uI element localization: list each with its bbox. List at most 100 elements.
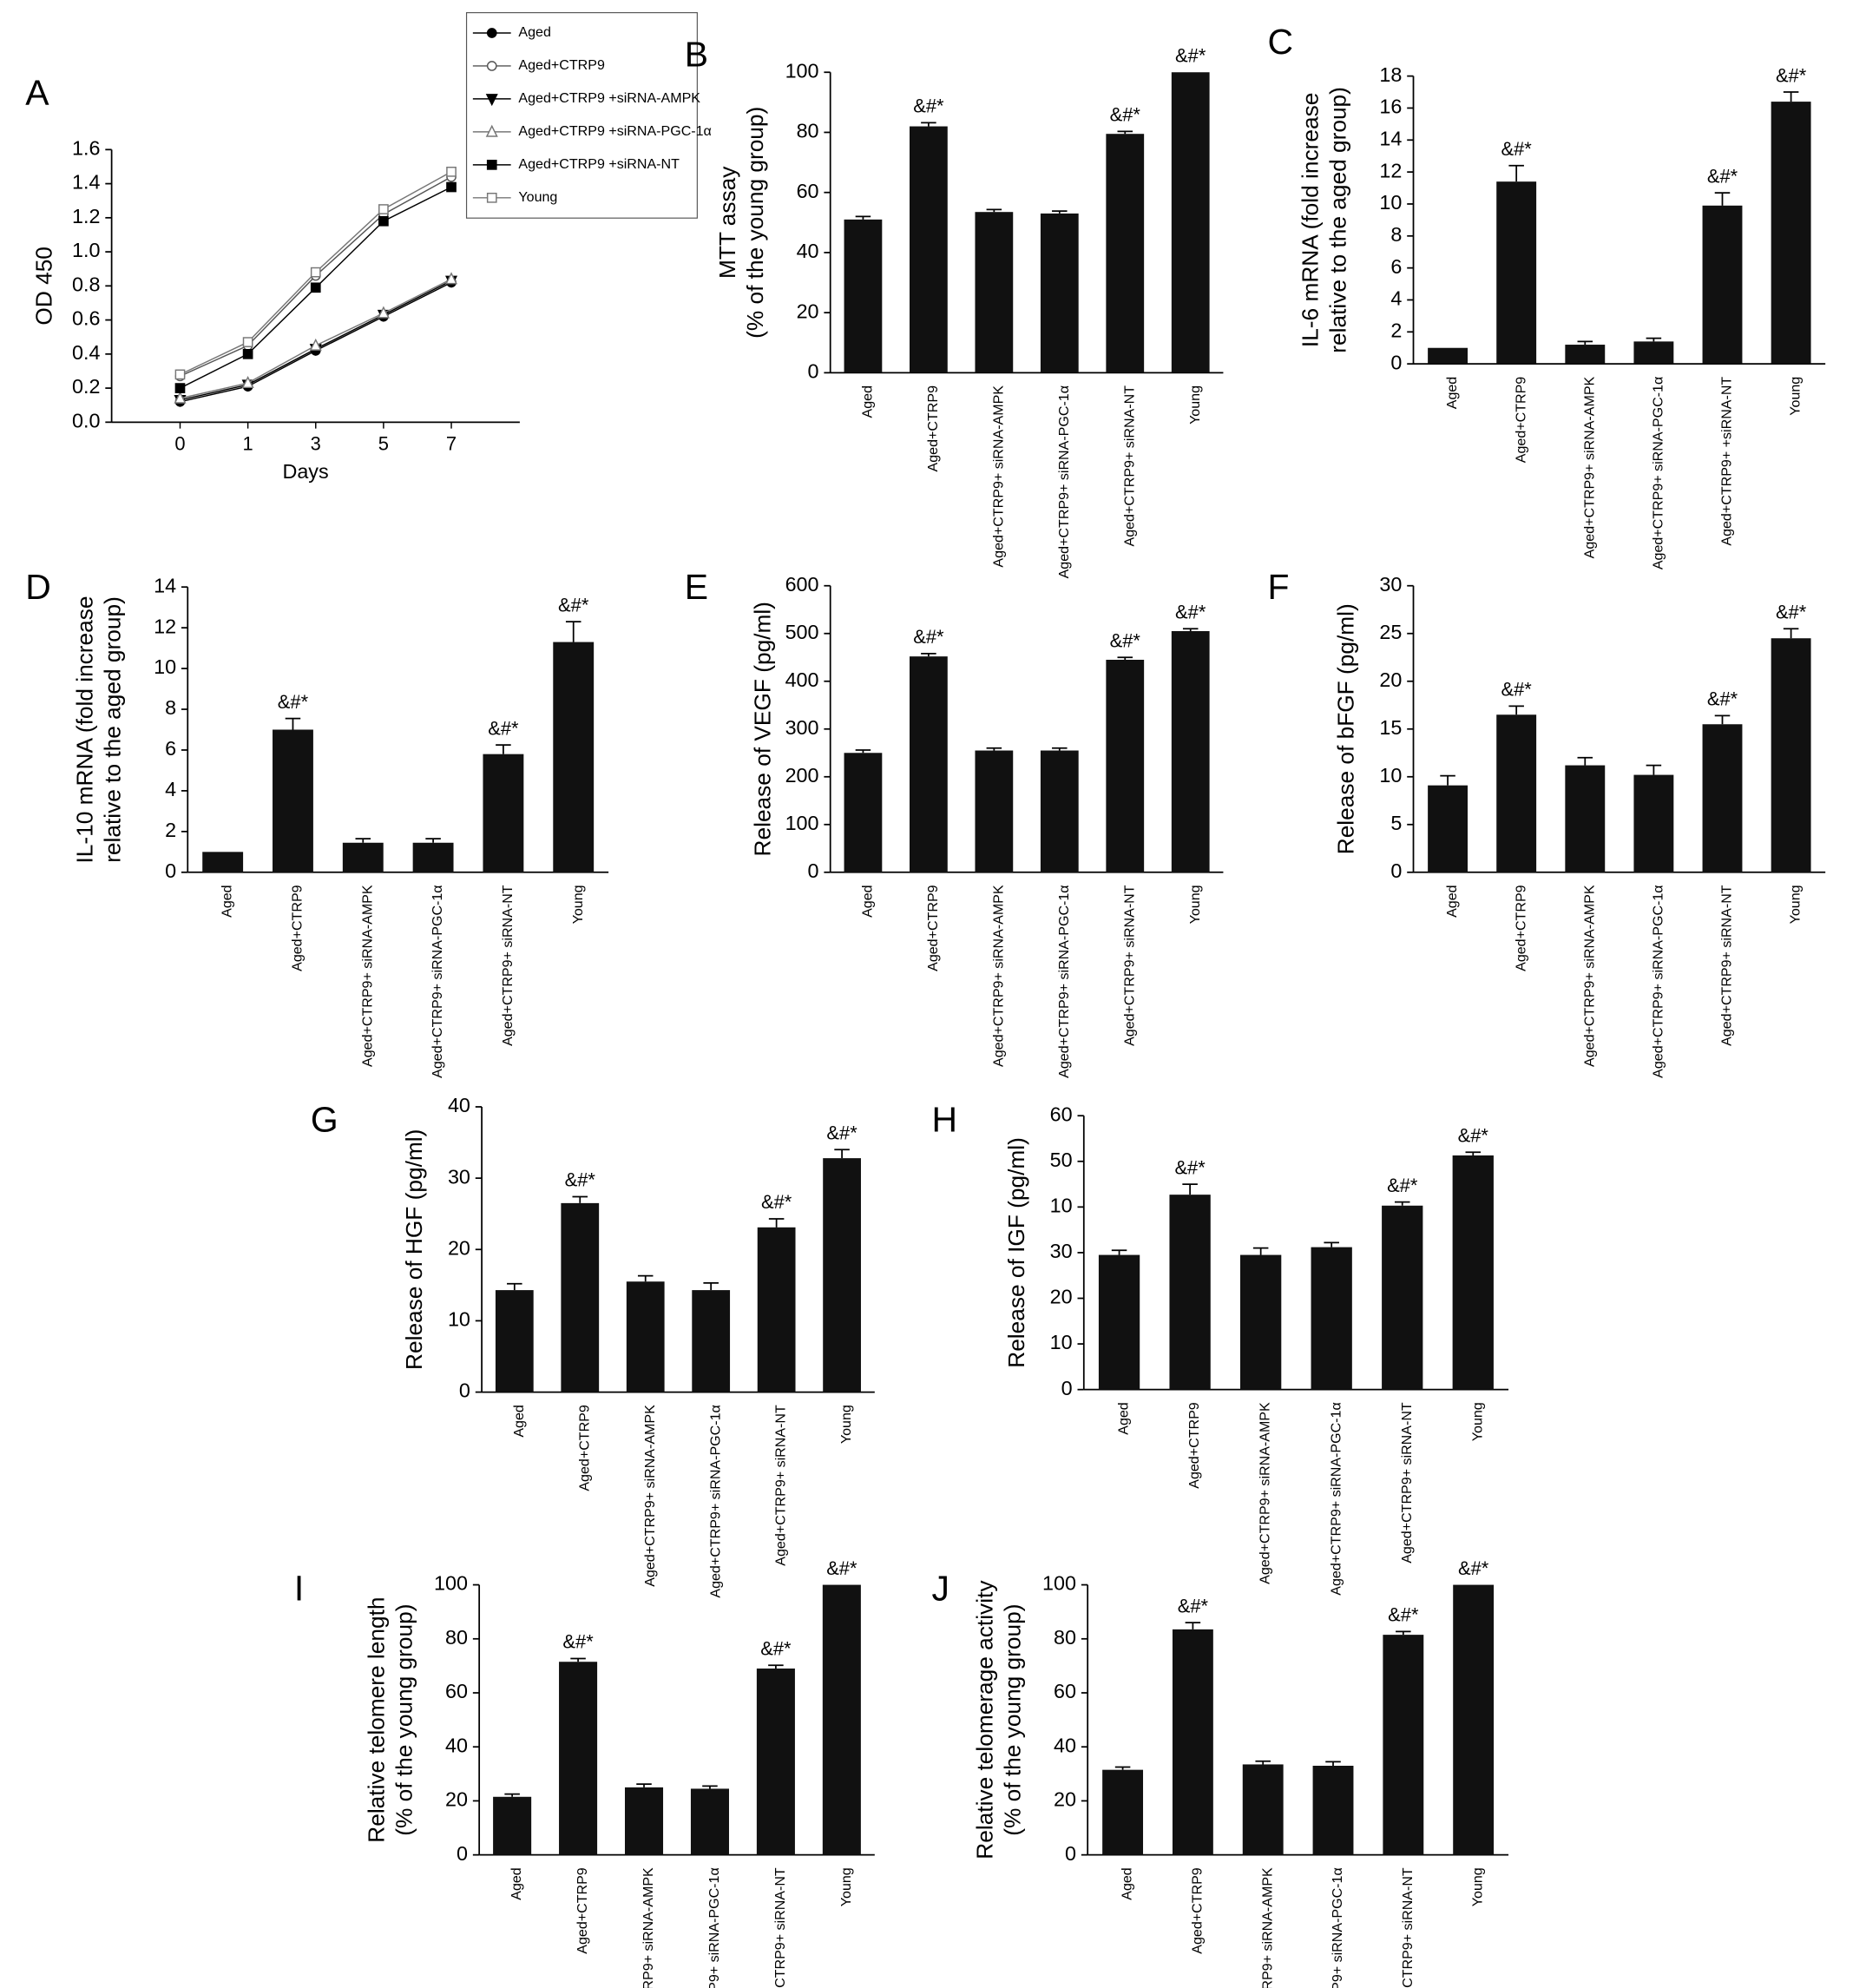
x-tick-label: 7 (446, 432, 457, 454)
error-bar (355, 838, 371, 843)
point (378, 215, 389, 227)
x-tick-label: Aged+CTRP9 (1513, 885, 1528, 971)
bar (1633, 774, 1674, 872)
y-tick-label: 600 (785, 573, 819, 596)
x-tick-label: Aged+CTRP9 (290, 885, 306, 971)
bar-annotation: &#* (1387, 1175, 1418, 1196)
bar-annotation: &#* (562, 1631, 594, 1653)
bar (624, 1787, 664, 1855)
y-tick-label: 10 (448, 1308, 470, 1331)
error-bar (986, 747, 1002, 751)
error-bar (921, 122, 936, 127)
y-tick-label: 100 (434, 1572, 468, 1595)
bar (1171, 630, 1210, 872)
panel-label: G (311, 1099, 338, 1139)
error-bar (1182, 1183, 1198, 1195)
y-tick-label: 0.6 (72, 307, 100, 330)
y-tick-label: 16 (1379, 95, 1402, 118)
y-tick-label: 6 (165, 737, 176, 760)
error-bar (1508, 705, 1524, 715)
y-tick-label: 25 (1379, 621, 1402, 643)
point (174, 383, 186, 393)
error-bar (507, 1282, 522, 1291)
x-tick-label: Aged+CTRP9+ siRNA-AMPK (1581, 376, 1597, 558)
y-tick-label: 20 (1050, 1286, 1073, 1308)
error-bar (921, 652, 936, 657)
bar-annotation: &#* (1174, 1156, 1206, 1178)
error-bar (1577, 756, 1593, 766)
x-tick-label: Aged+CTRP9+ siRNA-AMPK (1581, 885, 1597, 1067)
y-axis-label: (% of the young group) (742, 107, 768, 339)
point (445, 272, 458, 285)
bar (1428, 785, 1468, 872)
y-axis-label: IL-10 mRNA (fold increase (71, 596, 97, 863)
y-tick-label: 1.6 (72, 137, 100, 160)
error-bar (1052, 747, 1068, 751)
x-tick-label: Aged+CTRP9 (576, 1405, 592, 1491)
x-tick-label: Aged (1444, 885, 1460, 917)
y-tick-label: 2 (165, 819, 176, 841)
x-tick-label: Young (570, 885, 586, 924)
point (242, 348, 253, 359)
error-bar (1396, 1630, 1411, 1636)
x-tick-label: Aged+CTRP9+ siRNA-PGC-1α (1650, 377, 1666, 569)
bar-annotation: &#* (760, 1638, 792, 1660)
x-tick-label: 0 (174, 432, 185, 454)
y-tick-label: 6 (1390, 255, 1402, 278)
y-tick-label: 10 (1050, 1331, 1073, 1353)
panel-label: J (932, 1569, 949, 1609)
error-bar (1465, 1151, 1482, 1155)
x-tick-label: Aged (1120, 1867, 1135, 1899)
panel-label: E (685, 567, 708, 607)
error-bar (425, 838, 441, 843)
x-tick-label: Aged+CTRP9+ siRNA-AMPK (990, 385, 1006, 568)
x-tick-label: Young (1187, 385, 1203, 425)
y-tick-label: 0 (808, 360, 819, 383)
bar-annotation: &#* (1175, 45, 1206, 67)
y-tick-label: 40 (448, 1094, 470, 1116)
error-bar (1646, 337, 1662, 342)
x-tick-label: Aged+CTRP9+ siRNA-NT (1400, 1867, 1416, 1988)
y-tick-label: 8 (165, 696, 176, 719)
error-bar (565, 621, 581, 642)
y-tick-label: 12 (154, 615, 176, 637)
legend-label: Aged+CTRP9 +siRNA-NT (518, 156, 680, 172)
bar (1102, 1769, 1144, 1855)
bar-annotation: &#* (1110, 104, 1141, 126)
y-tick-label: 60 (445, 1680, 468, 1702)
x-tick-label: Aged+CTRP9+ siRNA-NT (1121, 385, 1137, 547)
x-tick-label: Aged+CTRP9+ siRNA-PGC-1α (1328, 1402, 1344, 1595)
bar (559, 1662, 598, 1855)
error-bar (986, 208, 1002, 213)
error-bar (855, 749, 871, 754)
bar (1311, 1247, 1352, 1390)
error-bar (703, 1282, 719, 1291)
y-tick-label: 0 (1390, 859, 1402, 882)
bar (553, 642, 595, 872)
y-axis-label: relative to the aged group) (1325, 87, 1351, 353)
point (446, 181, 457, 193)
y-tick-label: 4 (1390, 287, 1402, 310)
y-tick-label: 8 (1390, 223, 1402, 246)
bar (342, 842, 384, 872)
x-tick-label: Aged+CTRP9+ siRNA-PGC-1α (1056, 885, 1072, 1077)
x-tick-label: Aged+CTRP9 (925, 385, 941, 472)
point (241, 375, 254, 389)
bar (561, 1202, 600, 1392)
error-bar (570, 1657, 586, 1662)
bar (1496, 714, 1537, 872)
bar-annotation: &#* (913, 626, 944, 648)
error-bar (1646, 764, 1662, 775)
error-bar (1117, 656, 1133, 660)
x-tick-label: Aged+CTRP9+ siRNA-AMPK (641, 1867, 656, 1988)
bar (1633, 341, 1674, 365)
y-tick-label: 40 (445, 1734, 468, 1756)
x-tick-label: Aged (509, 1867, 524, 1899)
legend-marker (486, 61, 497, 71)
bar-annotation: &#* (761, 1191, 792, 1213)
legend-label: Aged+CTRP9 (518, 57, 605, 73)
y-axis-label: Relative telomerage activity (971, 1580, 997, 1860)
y-axis-label: relative to the aged group) (99, 596, 125, 863)
y-tick-label: 20 (445, 1788, 468, 1811)
point (174, 391, 187, 404)
